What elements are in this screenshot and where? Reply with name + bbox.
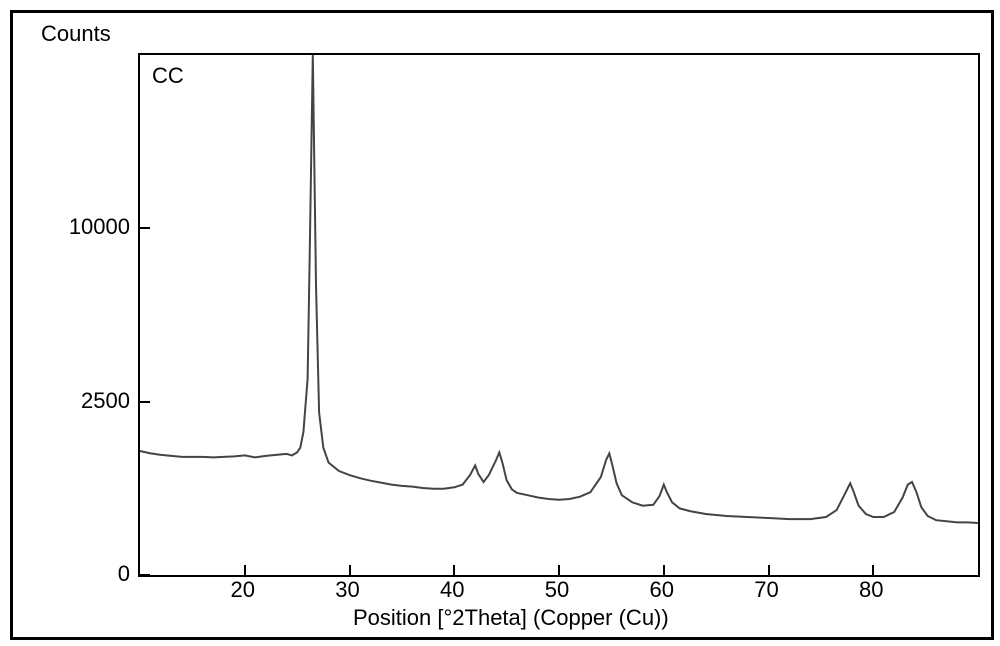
y-axis-title: Counts bbox=[41, 21, 111, 47]
x-tick-label: 70 bbox=[747, 577, 787, 603]
xrd-line-chart bbox=[140, 55, 978, 575]
x-tick bbox=[453, 565, 455, 575]
x-tick-label: 80 bbox=[851, 577, 891, 603]
y-tick bbox=[140, 227, 150, 229]
x-tick-label: 40 bbox=[432, 577, 472, 603]
x-tick bbox=[244, 565, 246, 575]
x-tick-label: 20 bbox=[223, 577, 263, 603]
y-tick-label: 10000 bbox=[50, 214, 130, 240]
x-tick bbox=[872, 565, 874, 575]
y-tick-label: 0 bbox=[50, 561, 130, 587]
x-tick bbox=[663, 565, 665, 575]
y-tick-label: 2500 bbox=[50, 388, 130, 414]
x-tick bbox=[768, 565, 770, 575]
x-tick-label: 30 bbox=[328, 577, 368, 603]
x-tick-label: 50 bbox=[537, 577, 577, 603]
outer-frame: Counts CC Position [°2Theta] (Copper (Cu… bbox=[10, 10, 994, 640]
data-polyline bbox=[140, 55, 978, 523]
y-tick bbox=[140, 401, 150, 403]
plot-area: CC bbox=[138, 53, 980, 577]
y-tick bbox=[140, 574, 150, 576]
x-tick-label: 60 bbox=[642, 577, 682, 603]
x-axis-title: Position [°2Theta] (Copper (Cu)) bbox=[353, 605, 669, 631]
x-tick bbox=[558, 565, 560, 575]
x-tick bbox=[349, 565, 351, 575]
